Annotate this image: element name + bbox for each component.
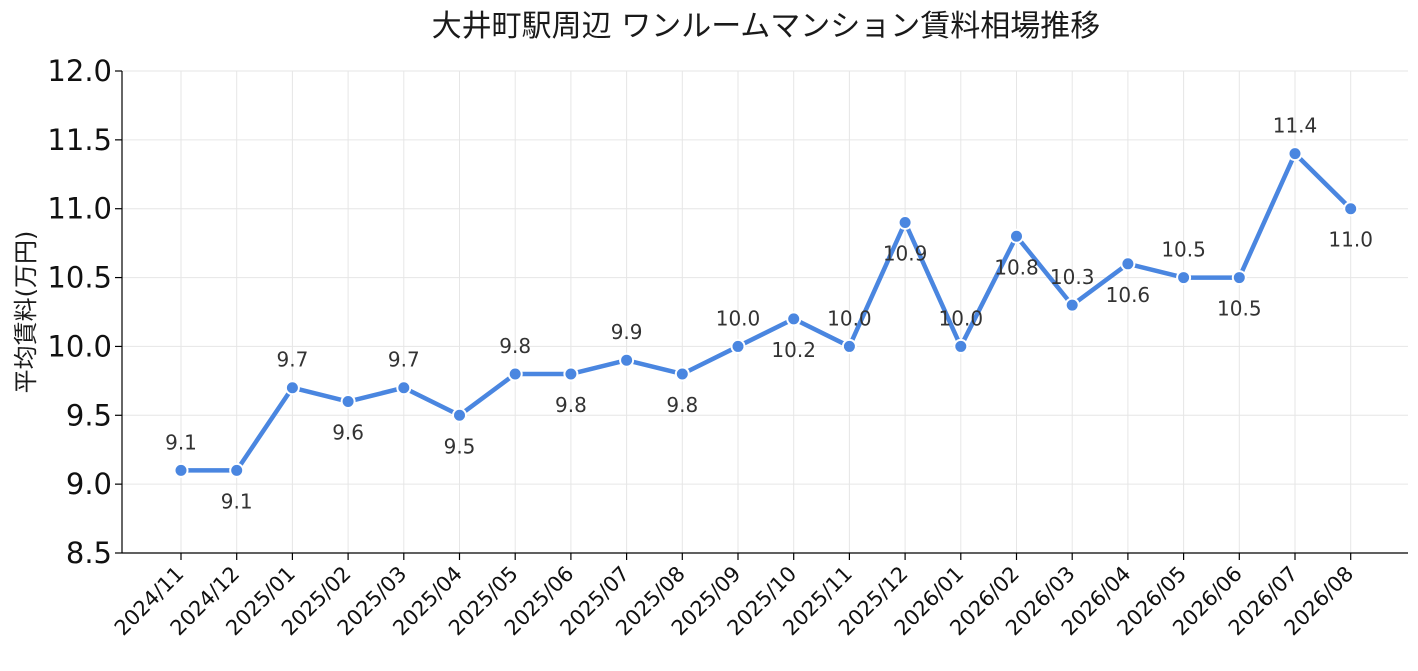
data-label: 10.8 <box>994 255 1039 279</box>
y-tick-label: 12.0 <box>47 54 112 88</box>
data-label: 9.5 <box>444 434 476 458</box>
y-tick-label: 10.5 <box>47 261 112 295</box>
data-labels: 9.1 9.1 9.7 9.6 9.7 9.5 9.8 9.8 9.9 9.8 10.0 10.2 10… <box>165 114 1373 514</box>
y-tick-label: 9.0 <box>66 467 112 501</box>
data-point <box>284 380 300 396</box>
data-point <box>1343 201 1359 217</box>
data-point <box>897 214 913 230</box>
data-point <box>396 380 412 396</box>
data-label: 10.2 <box>771 338 816 362</box>
data-label: 10.5 <box>1217 297 1262 321</box>
data-point <box>173 462 189 478</box>
y-axis-label: 平均賃料(万円) <box>12 231 40 394</box>
data-label: 10.0 <box>939 306 984 330</box>
series-line <box>178 151 1353 473</box>
data-label: 9.7 <box>388 348 420 372</box>
y-ticks: 8.5 9.0 9.5 10.0 10.5 11.0 11.5 12.0 <box>47 54 122 570</box>
data-point <box>730 338 746 354</box>
data-label: 9.7 <box>276 348 308 372</box>
data-label: 10.6 <box>1106 283 1151 307</box>
data-point <box>563 366 579 382</box>
y-tick-label: 9.5 <box>66 398 112 432</box>
y-tick-label: 10.0 <box>47 329 112 363</box>
data-label: 10.0 <box>827 306 872 330</box>
y-tick-label: 11.5 <box>47 123 112 157</box>
data-point <box>229 462 245 478</box>
data-point <box>1120 256 1136 272</box>
data-label: 10.0 <box>716 306 761 330</box>
data-label: 9.8 <box>666 393 698 417</box>
data-label: 10.9 <box>883 241 928 265</box>
x-ticks: 2024/112024/122025/012025/022025/032025/… <box>110 553 1358 640</box>
data-point <box>340 394 356 410</box>
data-label: 9.1 <box>221 489 253 513</box>
data-point <box>786 311 802 327</box>
data-label: 10.3 <box>1050 265 1095 289</box>
data-point <box>1176 270 1192 286</box>
data-point <box>619 352 635 368</box>
data-label: 11.0 <box>1328 228 1373 252</box>
data-point <box>674 366 690 382</box>
data-point <box>1064 297 1080 313</box>
data-point <box>953 338 969 354</box>
axes <box>121 71 1408 554</box>
data-label: 9.9 <box>611 320 643 344</box>
y-tick-label: 8.5 <box>66 536 112 570</box>
data-label: 10.5 <box>1161 238 1206 262</box>
data-point <box>1287 146 1303 162</box>
y-tick-label: 11.0 <box>47 192 112 226</box>
chart-title: 大井町駅周辺 ワンルームマンション賃料相場推移 <box>432 9 1101 44</box>
data-point <box>507 366 523 382</box>
data-label: 11.4 <box>1273 114 1318 138</box>
data-point <box>1231 270 1247 286</box>
series-rent <box>173 146 1359 478</box>
data-label: 9.8 <box>555 393 587 417</box>
data-label: 9.6 <box>332 421 364 445</box>
grid <box>122 70 1408 554</box>
data-label: 9.8 <box>499 334 531 358</box>
data-label: 9.1 <box>165 430 197 454</box>
data-point <box>841 338 857 354</box>
data-point <box>1009 228 1024 244</box>
data-point <box>452 407 467 423</box>
